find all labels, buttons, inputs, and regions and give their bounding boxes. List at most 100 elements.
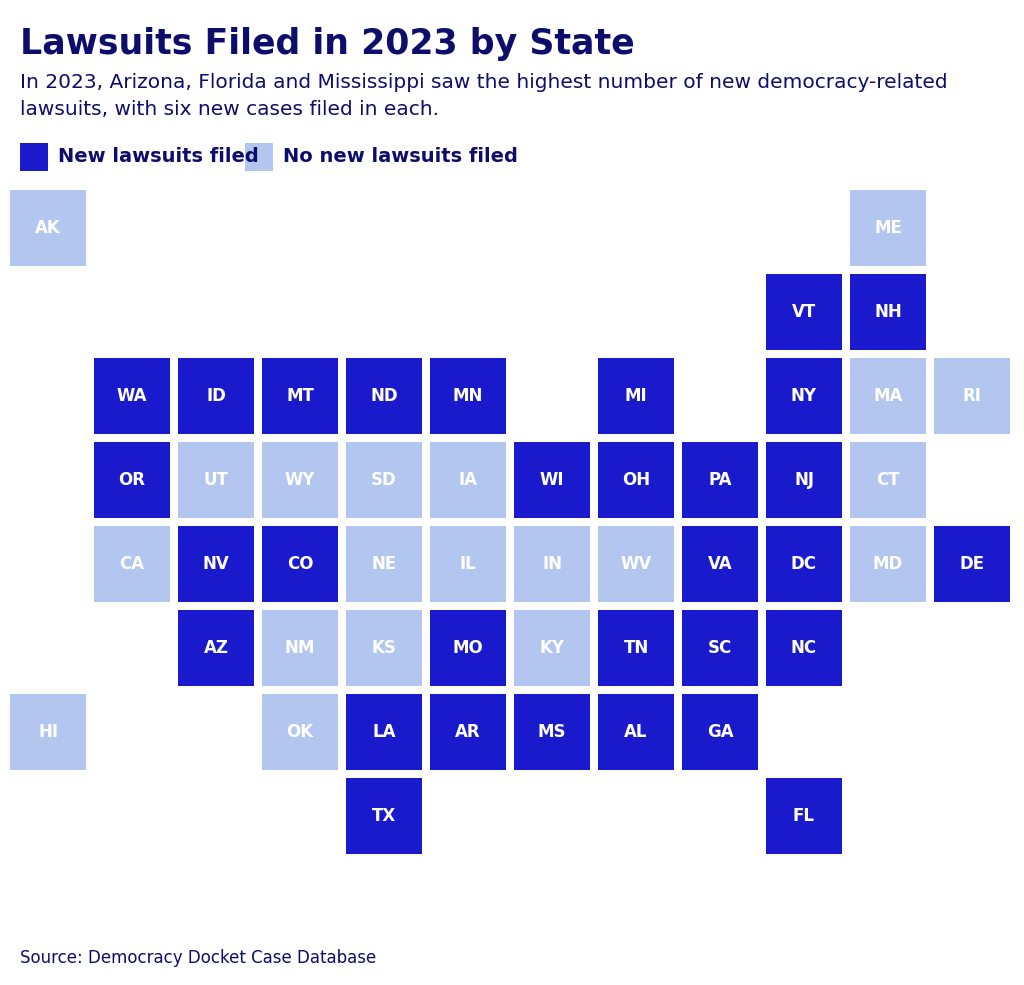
FancyBboxPatch shape — [766, 358, 842, 434]
FancyBboxPatch shape — [598, 442, 674, 518]
FancyBboxPatch shape — [850, 442, 926, 518]
Text: TN: TN — [624, 639, 648, 657]
FancyBboxPatch shape — [766, 526, 842, 602]
Text: CA: CA — [120, 555, 144, 573]
Text: NY: NY — [791, 387, 817, 405]
Text: OR: OR — [119, 471, 145, 489]
FancyBboxPatch shape — [346, 442, 422, 518]
FancyBboxPatch shape — [262, 694, 338, 770]
Text: WY: WY — [285, 471, 315, 489]
Text: WI: WI — [540, 471, 564, 489]
Text: AZ: AZ — [204, 639, 228, 657]
Text: KY: KY — [540, 639, 564, 657]
FancyBboxPatch shape — [598, 694, 674, 770]
Text: HI: HI — [38, 723, 58, 741]
FancyBboxPatch shape — [20, 143, 48, 171]
FancyBboxPatch shape — [262, 358, 338, 434]
Text: AR: AR — [456, 723, 481, 741]
FancyBboxPatch shape — [94, 442, 170, 518]
FancyBboxPatch shape — [10, 694, 86, 770]
Text: FL: FL — [793, 807, 815, 825]
Text: MS: MS — [538, 723, 566, 741]
FancyBboxPatch shape — [598, 610, 674, 686]
Text: VT: VT — [792, 303, 816, 321]
FancyBboxPatch shape — [934, 526, 1010, 602]
Text: MT: MT — [286, 387, 314, 405]
FancyBboxPatch shape — [934, 358, 1010, 434]
Text: PA: PA — [709, 471, 732, 489]
FancyBboxPatch shape — [598, 358, 674, 434]
FancyBboxPatch shape — [682, 610, 758, 686]
Text: MA: MA — [873, 387, 903, 405]
Text: TX: TX — [372, 807, 396, 825]
Text: MD: MD — [872, 555, 903, 573]
FancyBboxPatch shape — [245, 143, 273, 171]
FancyBboxPatch shape — [262, 610, 338, 686]
FancyBboxPatch shape — [430, 694, 506, 770]
Text: KS: KS — [372, 639, 396, 657]
Text: New lawsuits filed: New lawsuits filed — [58, 148, 259, 166]
FancyBboxPatch shape — [430, 526, 506, 602]
Text: NJ: NJ — [794, 471, 814, 489]
Text: CO: CO — [287, 555, 313, 573]
Text: OH: OH — [622, 471, 650, 489]
FancyBboxPatch shape — [682, 442, 758, 518]
FancyBboxPatch shape — [94, 526, 170, 602]
FancyBboxPatch shape — [178, 526, 254, 602]
FancyBboxPatch shape — [766, 274, 842, 350]
Text: Lawsuits Filed in 2023 by State: Lawsuits Filed in 2023 by State — [20, 27, 635, 61]
Text: UT: UT — [204, 471, 228, 489]
Text: CT: CT — [877, 471, 900, 489]
FancyBboxPatch shape — [850, 274, 926, 350]
FancyBboxPatch shape — [766, 778, 842, 854]
FancyBboxPatch shape — [514, 610, 590, 686]
Text: NH: NH — [874, 303, 902, 321]
Text: IA: IA — [459, 471, 477, 489]
Text: No new lawsuits filed: No new lawsuits filed — [283, 148, 518, 166]
FancyBboxPatch shape — [682, 526, 758, 602]
Text: RI: RI — [963, 387, 981, 405]
Text: AL: AL — [625, 723, 648, 741]
Text: IL: IL — [460, 555, 476, 573]
Text: Source: Democracy Docket Case Database: Source: Democracy Docket Case Database — [20, 949, 376, 967]
Text: WV: WV — [621, 555, 651, 573]
FancyBboxPatch shape — [682, 694, 758, 770]
Text: SD: SD — [371, 471, 397, 489]
FancyBboxPatch shape — [178, 442, 254, 518]
Text: DC: DC — [791, 555, 817, 573]
FancyBboxPatch shape — [850, 358, 926, 434]
Text: MI: MI — [625, 387, 647, 405]
FancyBboxPatch shape — [514, 526, 590, 602]
FancyBboxPatch shape — [850, 190, 926, 266]
Text: GA: GA — [707, 723, 733, 741]
Text: LA: LA — [373, 723, 395, 741]
Text: NV: NV — [203, 555, 229, 573]
Text: NM: NM — [285, 639, 315, 657]
Text: AK: AK — [35, 219, 60, 237]
Text: NE: NE — [372, 555, 396, 573]
FancyBboxPatch shape — [766, 610, 842, 686]
FancyBboxPatch shape — [178, 610, 254, 686]
FancyBboxPatch shape — [346, 694, 422, 770]
Text: ME: ME — [874, 219, 902, 237]
FancyBboxPatch shape — [850, 526, 926, 602]
Text: MO: MO — [453, 639, 483, 657]
Text: DE: DE — [959, 555, 984, 573]
Text: WA: WA — [117, 387, 147, 405]
FancyBboxPatch shape — [346, 778, 422, 854]
FancyBboxPatch shape — [598, 526, 674, 602]
FancyBboxPatch shape — [430, 610, 506, 686]
Text: VA: VA — [708, 555, 732, 573]
FancyBboxPatch shape — [766, 442, 842, 518]
FancyBboxPatch shape — [94, 358, 170, 434]
FancyBboxPatch shape — [10, 190, 86, 266]
FancyBboxPatch shape — [262, 442, 338, 518]
Text: ID: ID — [206, 387, 226, 405]
FancyBboxPatch shape — [346, 358, 422, 434]
Text: NC: NC — [791, 639, 817, 657]
FancyBboxPatch shape — [430, 358, 506, 434]
Text: OK: OK — [287, 723, 313, 741]
FancyBboxPatch shape — [178, 358, 254, 434]
FancyBboxPatch shape — [346, 610, 422, 686]
Text: In 2023, Arizona, Florida and Mississippi saw the highest number of new democrac: In 2023, Arizona, Florida and Mississipp… — [20, 73, 947, 119]
